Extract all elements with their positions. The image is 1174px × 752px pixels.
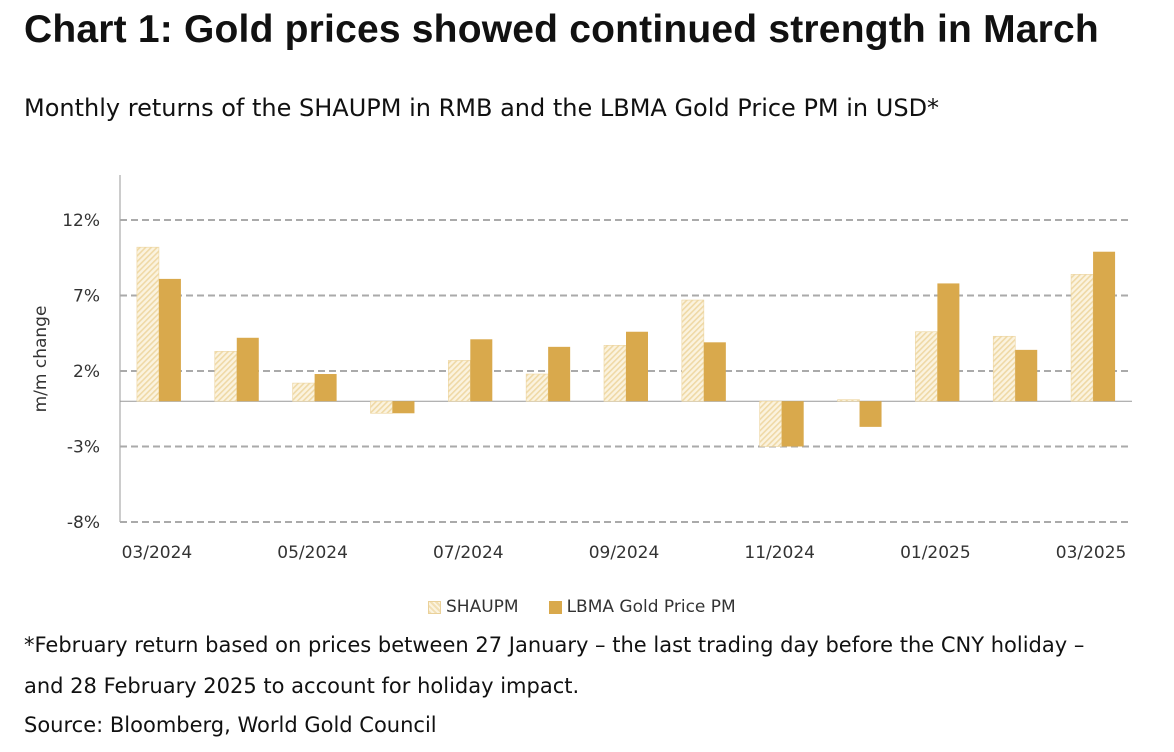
x-tick-label: 01/2025 (900, 543, 971, 563)
y-tick-label: 7% (73, 287, 100, 307)
bar-shaupm (603, 345, 627, 402)
chart-legend: SHAUPM LBMA Gold Price PM (428, 597, 736, 617)
bar-shaupm (1070, 274, 1094, 402)
x-tick-label: 09/2024 (589, 543, 660, 563)
legend-label-shaupm: SHAUPM (446, 597, 519, 617)
y-axis-title: m/m change (31, 306, 51, 413)
bar-lbma (626, 331, 648, 402)
bar-lbma (548, 346, 571, 402)
bar-shaupm (837, 399, 860, 402)
bar-chart: 12% 7% 2% -3% -8% m/m change 03/2024 05/2024 07/… (31, 175, 1132, 563)
legend-swatch-lbma (548, 600, 562, 614)
bar-shaupm (992, 335, 1016, 402)
y-tick-label: -8% (67, 513, 100, 533)
y-tick-label: 2% (73, 362, 100, 382)
x-tick-label: 11/2024 (744, 543, 815, 563)
legend-label-lbma: LBMA Gold Price PM (566, 597, 736, 617)
y-tick-label: -3% (67, 438, 100, 458)
bar-shaupm (448, 360, 471, 402)
footnote-line-1: *February return based on prices between… (24, 633, 1085, 657)
x-tick-label: 05/2024 (277, 543, 348, 563)
bar-shaupm (136, 246, 160, 402)
bar-lbma (781, 401, 804, 447)
x-tick-label: 03/2025 (1056, 543, 1127, 563)
chart-subtitle: Monthly returns of the SHAUPM in RMB and… (24, 94, 940, 122)
bar-shaupm (214, 351, 238, 402)
bar-lbma (158, 278, 181, 402)
chart-title: Chart 1: Gold prices showed continued st… (24, 8, 1099, 51)
bar-lbma (470, 339, 493, 402)
footnote-line-2: and 28 February 2025 to account for holi… (24, 674, 580, 698)
x-tick-label: 03/2024 (122, 543, 193, 563)
bar-shaupm (915, 331, 938, 402)
bar-shaupm (681, 299, 705, 402)
bar-lbma (1093, 251, 1116, 402)
bar-lbma (314, 374, 337, 402)
legend-swatch-shaupm (428, 600, 441, 614)
bar-lbma (859, 401, 882, 427)
bar-lbma (236, 337, 259, 402)
bar-lbma (703, 342, 726, 402)
bar-shaupm (370, 400, 393, 414)
bar-shaupm (759, 400, 782, 447)
x-tick-label: 07/2024 (433, 543, 504, 563)
bar-lbma (1015, 349, 1038, 402)
bar-shaupm (525, 373, 549, 402)
y-tick-label: 12% (62, 211, 100, 231)
source-note: Source: Bloomberg, World Gold Council (24, 713, 437, 737)
bar-shaupm (292, 382, 315, 402)
bar-lbma (937, 283, 960, 402)
bar-lbma (392, 401, 415, 414)
